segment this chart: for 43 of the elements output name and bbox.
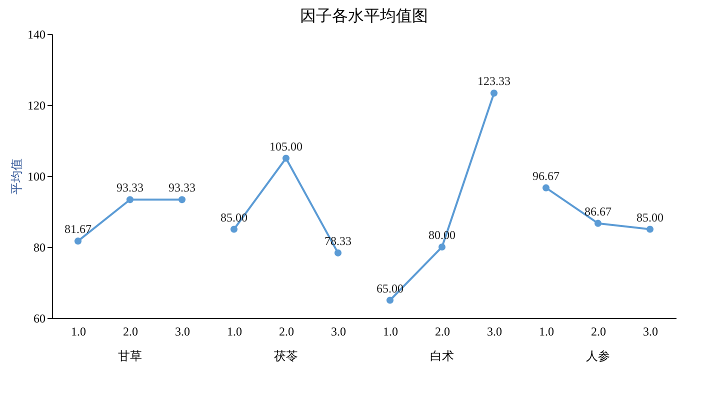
data-label: 86.67: [584, 204, 612, 218]
data-label: 93.33: [116, 180, 144, 195]
x-tick-label: 1.0: [383, 324, 398, 338]
data-label: 105.00: [270, 139, 302, 154]
point: [438, 243, 446, 251]
data-label: 81.67: [64, 222, 92, 236]
x-tick-label: 1.0: [227, 324, 242, 338]
point: [542, 184, 550, 192]
data-label: 93.33: [168, 180, 196, 195]
y-tick-label: 100: [28, 170, 46, 184]
x-tick-label: 2.0: [279, 324, 294, 338]
y-tick-label: 140: [28, 28, 46, 42]
point: [386, 296, 394, 304]
data-label: 123.33: [478, 74, 510, 88]
x-tick-label: 2.0: [435, 324, 450, 338]
text: 甘草: [118, 349, 142, 363]
x-tick-label: 3.0: [331, 324, 346, 338]
x-tick-label: 1.0: [71, 324, 86, 338]
y-tick-label: 120: [28, 98, 46, 112]
data-label: 96.67: [532, 168, 560, 183]
chart-title: 因子各水平均值图: [300, 6, 428, 25]
y-tick-label: 60: [34, 312, 46, 326]
x-tick-label: 3.0: [643, 324, 658, 338]
point: [334, 249, 342, 256]
y-axis-title: 平均值: [10, 158, 24, 194]
y-tick-label: 80: [34, 240, 46, 254]
point: [178, 196, 186, 204]
x-tick-label: 3.0: [175, 324, 190, 338]
x-tick-label: 2.0: [591, 324, 606, 338]
x-tick-label: 2.0: [123, 324, 138, 338]
data-label: 85.00: [636, 210, 664, 224]
point: [126, 196, 134, 204]
point: [230, 226, 238, 233]
point: [74, 238, 82, 245]
point: [282, 154, 290, 162]
x-tick-label: 3.0: [487, 324, 502, 338]
point: [646, 226, 654, 233]
text: 人参: [586, 349, 610, 363]
point: [490, 90, 498, 97]
text: 茯苓: [274, 349, 298, 363]
text: 白术: [430, 349, 454, 363]
x-tick-label: 1.0: [539, 324, 554, 338]
point: [594, 220, 602, 227]
